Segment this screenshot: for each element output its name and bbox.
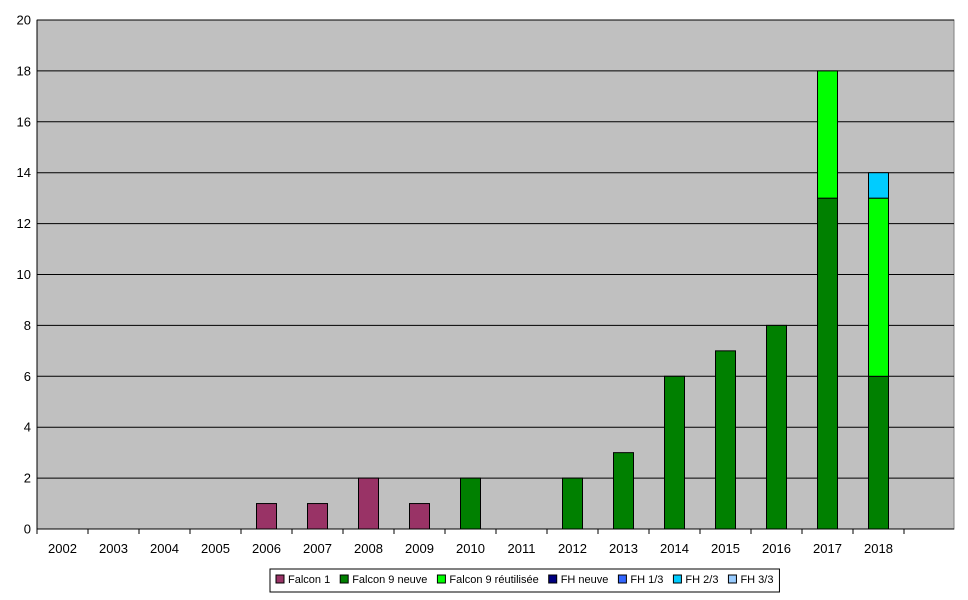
y-tick-labels: 0 2 4 6 8 10 12 14 16 18 20	[17, 13, 31, 537]
y-tick-label: 16	[17, 114, 31, 129]
x-tick-label: 2018	[864, 541, 893, 556]
legend-swatch	[436, 574, 446, 584]
x-tick-label: 2006	[252, 541, 281, 556]
bar-2008-series-0	[358, 477, 379, 530]
x-tick-label: 2007	[303, 541, 332, 556]
bar-2018-series-1	[868, 375, 889, 530]
x-tick-label: 2009	[405, 541, 434, 556]
legend-label: FH neuve	[561, 574, 609, 586]
x-tick-labels: 2002 2003 2004 2005 2006 2007 2008 2009 2010 2011…	[48, 541, 893, 556]
legend-label: Falcon 9 réutilisée	[449, 574, 538, 586]
legend-swatch	[617, 574, 627, 584]
x-tick-label: 2008	[354, 541, 383, 556]
legend-swatch	[275, 574, 285, 584]
x-tick-label: 2016	[762, 541, 791, 556]
y-tick-label: 8	[24, 318, 31, 333]
legend-swatch	[727, 574, 737, 584]
bar-2017-series-2	[817, 70, 838, 199]
bar-2015-series-1	[715, 350, 736, 530]
legend-label: FH 2/3	[685, 574, 718, 586]
bar-2018-series-5	[868, 172, 889, 199]
legend-swatch	[672, 574, 682, 584]
y-tick-label: 10	[17, 267, 31, 282]
legend-label: FH 1/3	[630, 574, 663, 586]
x-tick-label: 2014	[660, 541, 689, 556]
y-tick-label: 2	[24, 471, 31, 486]
x-tick-label: 2017	[813, 541, 842, 556]
legend-label: Falcon 1	[288, 574, 330, 586]
x-tick-label: 2010	[456, 541, 485, 556]
bars	[256, 70, 889, 530]
bar-2006-series-0	[256, 503, 277, 530]
y-tick-label: 6	[24, 369, 31, 384]
bar-2007-series-0	[307, 503, 328, 530]
legend: Falcon 1 Falcon 9 neuve Falcon 9 réutilisé…	[269, 568, 780, 593]
legend-box	[269, 568, 780, 593]
bar-2014-series-1	[664, 375, 685, 530]
bar-2016-series-1	[766, 324, 787, 530]
x-tick-label: 2004	[150, 541, 179, 556]
y-tick-label: 4	[24, 420, 31, 435]
x-tick-label: 2002	[48, 541, 77, 556]
bar-2012-series-1	[562, 477, 583, 530]
legend-swatch	[339, 574, 349, 584]
bar-2013-series-1	[613, 452, 634, 530]
bar-2018-series-2	[868, 197, 889, 377]
x-tick-label: 2005	[201, 541, 230, 556]
y-tick-label: 12	[17, 216, 31, 231]
legend-label: FH 3/3	[740, 574, 773, 586]
y-tick-label: 20	[17, 13, 31, 28]
x-tick-label: 2013	[609, 541, 638, 556]
y-tick-label: 14	[17, 165, 31, 180]
x-tick-label: 2003	[99, 541, 128, 556]
x-tick-label: 2011	[508, 541, 536, 556]
y-tick-label: 0	[24, 522, 31, 537]
gridlines	[37, 19, 954, 479]
legend-swatch	[548, 574, 558, 584]
bar-2017-series-1	[817, 197, 838, 530]
legend-label: Falcon 9 neuve	[352, 574, 427, 586]
bar-2010-series-1	[460, 477, 481, 530]
axes	[36, 20, 954, 534]
x-tick-label: 2015	[711, 541, 740, 556]
bar-2009-series-0	[409, 503, 430, 530]
y-tick-label: 18	[17, 63, 31, 78]
x-tick-label: 2012	[558, 541, 587, 556]
